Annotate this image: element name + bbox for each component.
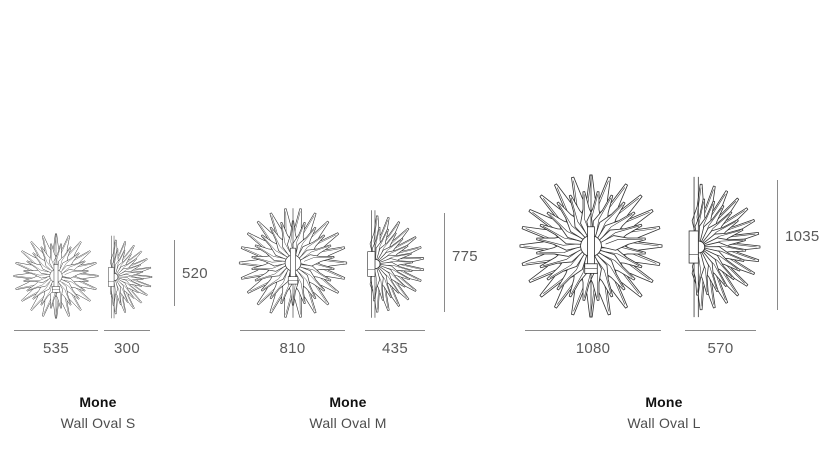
height-dimension-line-m [444,213,445,312]
width-dimension-label-side-s: 300 [114,340,140,357]
caption-wall-oval-l: Mone Wall Oval L [578,392,750,434]
width-dimension-line-front-s [14,330,98,331]
product-name-l: Mone [645,394,683,410]
side-view-wall-oval-l [682,174,761,320]
height-dimension-line-s [174,240,175,306]
width-dimension-line-side-l [685,330,756,331]
front-view-artwork-s [12,232,100,320]
height-dimension-label-m: 775 [452,248,478,265]
product-variant-l: Wall Oval L [627,415,701,431]
width-dimension-line-front-l [525,330,661,331]
width-dimension-label-side-m: 435 [382,340,408,357]
caption-wall-oval-s: Mone Wall Oval S [12,392,184,434]
product-name-m: Mone [329,394,367,410]
width-dimension-label-front-m: 810 [279,340,306,357]
width-dimension-label-front-l: 1080 [575,340,611,357]
front-view-wall-oval-m [237,206,349,320]
side-view-artwork-l [682,174,761,320]
width-dimension-line-side-m [365,330,425,331]
caption-wall-oval-m: Mone Wall Oval M [262,392,434,434]
width-dimension-label-front-s: 535 [43,340,69,357]
product-variant-m: Wall Oval M [309,415,387,431]
side-view-wall-oval-s [104,234,153,320]
front-view-wall-oval-l [517,172,665,320]
side-view-artwork-m [362,208,425,320]
width-dimension-line-front-m [240,330,345,331]
height-dimension-line-l [777,180,778,310]
front-view-artwork-m [237,206,349,320]
side-view-artwork-s [104,234,153,320]
height-dimension-label-l: 1035 [785,228,820,245]
front-view-artwork-l [517,172,665,320]
width-dimension-line-side-s [104,330,150,331]
product-name-s: Mone [79,394,117,410]
front-view-wall-oval-s [12,232,100,320]
height-dimension-label-s: 520 [182,265,208,282]
side-view-wall-oval-m [362,208,425,320]
product-variant-s: Wall Oval S [60,415,136,431]
width-dimension-label-side-l: 570 [707,340,734,357]
